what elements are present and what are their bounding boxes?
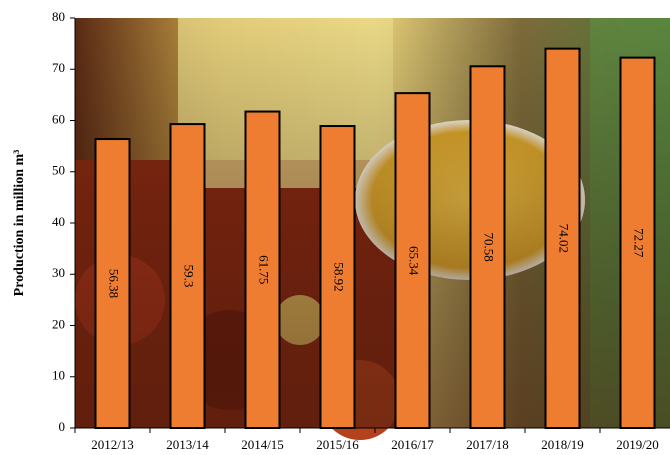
x-tick-label: 2019/20 <box>616 437 659 452</box>
x-tick-label: 2013/14 <box>166 437 209 452</box>
x-tick-label: 2012/13 <box>91 437 134 452</box>
value-label: 59.3 <box>182 265 197 288</box>
bar <box>469 65 506 429</box>
x-tick-label: 2015/16 <box>316 437 359 452</box>
x-tick-label: 2017/18 <box>466 437 509 452</box>
y-tick-label: 40 <box>52 214 65 229</box>
value-label: 56.38 <box>107 269 122 298</box>
y-tick-label: 10 <box>52 368 65 383</box>
value-label: 72.27 <box>632 228 647 258</box>
y-tick-label: 0 <box>59 419 66 434</box>
y-tick-label: 80 <box>52 9 65 24</box>
x-tick-label: 2018/19 <box>541 437 584 452</box>
value-label: 74.02 <box>557 224 572 253</box>
value-label: 61.75 <box>257 255 272 284</box>
bar <box>394 92 431 429</box>
bar <box>619 56 656 430</box>
y-tick-label: 20 <box>52 316 65 331</box>
y-axis-title: Production in million m³ <box>12 150 27 297</box>
value-label: 70.58 <box>482 233 497 262</box>
x-tick-label: 2014/15 <box>241 437 284 452</box>
bar <box>544 47 581 430</box>
bar <box>94 138 131 430</box>
y-tick-label: 70 <box>52 60 65 75</box>
value-label: 58.92 <box>332 262 347 291</box>
bar <box>169 123 206 430</box>
value-label: 65.34 <box>407 246 422 276</box>
bar <box>319 125 356 429</box>
background-photo <box>75 18 670 440</box>
y-tick-label: 50 <box>52 163 65 178</box>
x-tick-label: 2016/17 <box>391 437 434 452</box>
y-tick-label: 30 <box>52 265 65 280</box>
bar <box>244 110 281 429</box>
y-tick-label: 60 <box>52 111 65 126</box>
